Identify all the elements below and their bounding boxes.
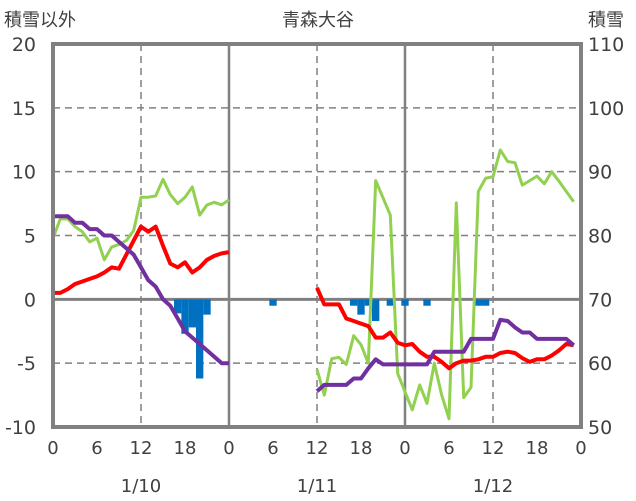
left-axis-label: 積雪以外	[4, 10, 76, 31]
precip-bar	[386, 299, 394, 306]
x-tick: 18	[350, 438, 373, 459]
x-tick: 6	[267, 438, 278, 459]
precip-bar	[372, 299, 380, 322]
series-lines	[51, 148, 576, 421]
chart-title: 青森大谷	[282, 10, 354, 31]
x-tick: 12	[482, 438, 505, 459]
precip-bar	[188, 299, 196, 328]
x-tick: 0	[399, 438, 410, 459]
y-right-tick: 50	[588, 417, 612, 439]
y-left-tick: 5	[24, 226, 36, 248]
x-tick: 6	[91, 438, 102, 459]
precip-bar	[350, 299, 358, 306]
precip-bar	[181, 299, 189, 334]
y-right-tick: 70	[588, 289, 612, 311]
precip-bar	[423, 299, 431, 306]
date-label: 1/12	[473, 476, 513, 497]
x-tick: 6	[443, 438, 454, 459]
y-right-tick: 100	[588, 98, 624, 120]
x-tick: 12	[130, 438, 153, 459]
y-left-tick: -5	[17, 353, 36, 375]
y-left-tick: 10	[12, 162, 36, 184]
precip-bar	[482, 299, 490, 306]
precip-bar	[203, 299, 211, 315]
plot-frame	[51, 42, 583, 429]
precip-bar	[269, 299, 277, 306]
right-axis-label: 積雪	[588, 10, 624, 31]
y-left-tick: -10	[5, 417, 36, 439]
y-right-tick: 90	[588, 162, 612, 184]
y-left-tick: 0	[24, 289, 36, 311]
precip-bar	[474, 299, 482, 306]
x-tick: 12	[306, 438, 329, 459]
bars	[174, 299, 490, 379]
gridlines	[53, 44, 581, 427]
series-line-積雪	[51, 148, 575, 421]
y-right-tick: 80	[588, 226, 612, 248]
y-left-tick: 20	[12, 34, 36, 56]
x-tick: 0	[575, 438, 586, 459]
series-line-風速	[53, 214, 576, 393]
y-right-tick: 60	[588, 353, 612, 375]
y-right-tick: 110	[588, 34, 624, 56]
x-tick: 18	[174, 438, 197, 459]
precip-bar	[401, 299, 409, 306]
date-label: 1/11	[297, 476, 337, 497]
precip-bar	[196, 299, 204, 379]
x-tick: 18	[526, 438, 549, 459]
precip-bar	[357, 299, 365, 315]
x-tick: 0	[223, 438, 234, 459]
precip-bar	[364, 299, 372, 306]
series-line-気温	[53, 224, 575, 371]
x-tick: 0	[47, 438, 58, 459]
date-label: 1/10	[121, 476, 161, 497]
precip-bar	[174, 299, 182, 314]
y-left-tick: 15	[12, 98, 36, 120]
